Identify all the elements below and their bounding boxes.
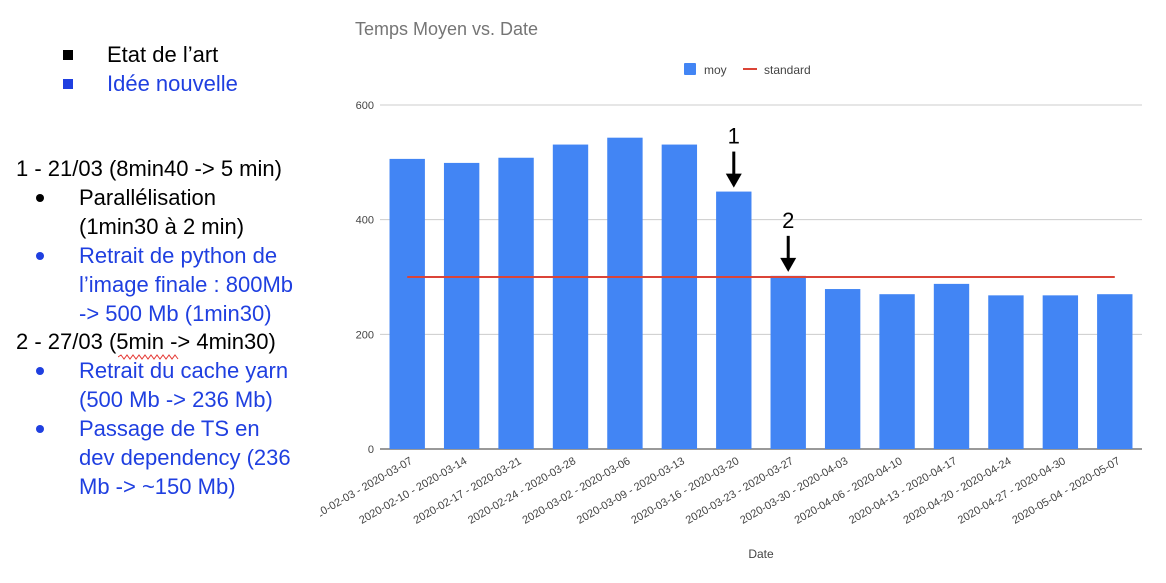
annotations: 12 — [725, 124, 797, 272]
bar — [443, 162, 480, 449]
step2-heading: 2 - 27/03 (5min -> 4min30) — [16, 329, 276, 354]
step2-item1-line2: (500 Mb -> 236 Mb) — [79, 387, 273, 412]
step2-item2-line3: Mb -> ~150 Mb) — [79, 474, 236, 499]
bars — [389, 137, 1133, 450]
y-axis-labels: 0 200 400 600 — [356, 100, 374, 456]
bar — [824, 289, 861, 449]
bar — [552, 144, 589, 449]
bar — [607, 137, 643, 449]
step1-item1-line1: Parallélisation — [79, 185, 216, 210]
bar — [1097, 294, 1133, 449]
bar — [498, 157, 534, 449]
bar — [988, 295, 1024, 449]
annotation-arrow-head — [725, 173, 742, 188]
bar — [770, 275, 806, 449]
legend-swatch-moy — [684, 63, 696, 75]
bar — [661, 144, 698, 449]
legend-idee-nouvelle: Idée nouvelle — [107, 71, 238, 96]
step1-item2-line3: -> 500 Mb (1min30) — [79, 301, 272, 326]
bar — [879, 294, 915, 449]
legend-label-moy: moy — [704, 63, 727, 77]
step1-item1-line2: (1min30 à 2 min) — [79, 214, 245, 239]
x-axis-title: Date — [748, 547, 774, 561]
step1-heading: 1 - 21/03 (8min40 -> 5 min) — [16, 156, 282, 181]
bullet-dot — [36, 252, 44, 260]
annotation-label: 1 — [728, 124, 740, 149]
annotation-label: 2 — [782, 208, 794, 233]
step1-item2-line1: Retrait de python de — [79, 243, 278, 268]
bar — [933, 283, 970, 449]
bar — [1042, 295, 1079, 449]
bullet-dot — [36, 367, 44, 375]
legend-square-black — [63, 50, 73, 60]
legend-square-blue — [63, 79, 73, 89]
legend-label-standard: standard — [764, 63, 811, 77]
y-tick-label: 600 — [356, 100, 374, 112]
step1-item2-line2: l’image finale : 800Mb — [79, 272, 294, 297]
notes-panel: Etat de l’art Idée nouvelle 1 - 21/03 (8… — [0, 0, 340, 583]
bar-chart: Temps Moyen vs. Date moy standard 0 200 40… — [320, 19, 1142, 561]
y-tick-label: 0 — [368, 444, 374, 456]
bullet-dot — [36, 425, 44, 433]
bar — [389, 158, 425, 450]
y-tick-label: 200 — [356, 329, 374, 341]
chart-title: Temps Moyen vs. Date — [355, 19, 538, 39]
step2-item1-line1: Retrait du cache yarn — [79, 358, 289, 383]
spellcheck-underline — [118, 354, 179, 360]
step2-item2-line2: dev dependency (236 — [79, 445, 291, 470]
annotation-arrow-head — [780, 257, 797, 272]
step2-item2-line1: Passage de TS en — [79, 416, 260, 441]
bullet-dot — [36, 194, 44, 202]
bar — [716, 191, 752, 449]
y-tick-label: 400 — [356, 215, 374, 227]
legend: moy standard — [684, 63, 811, 77]
legend-etat-de-lart: Etat de l’art — [107, 42, 219, 67]
